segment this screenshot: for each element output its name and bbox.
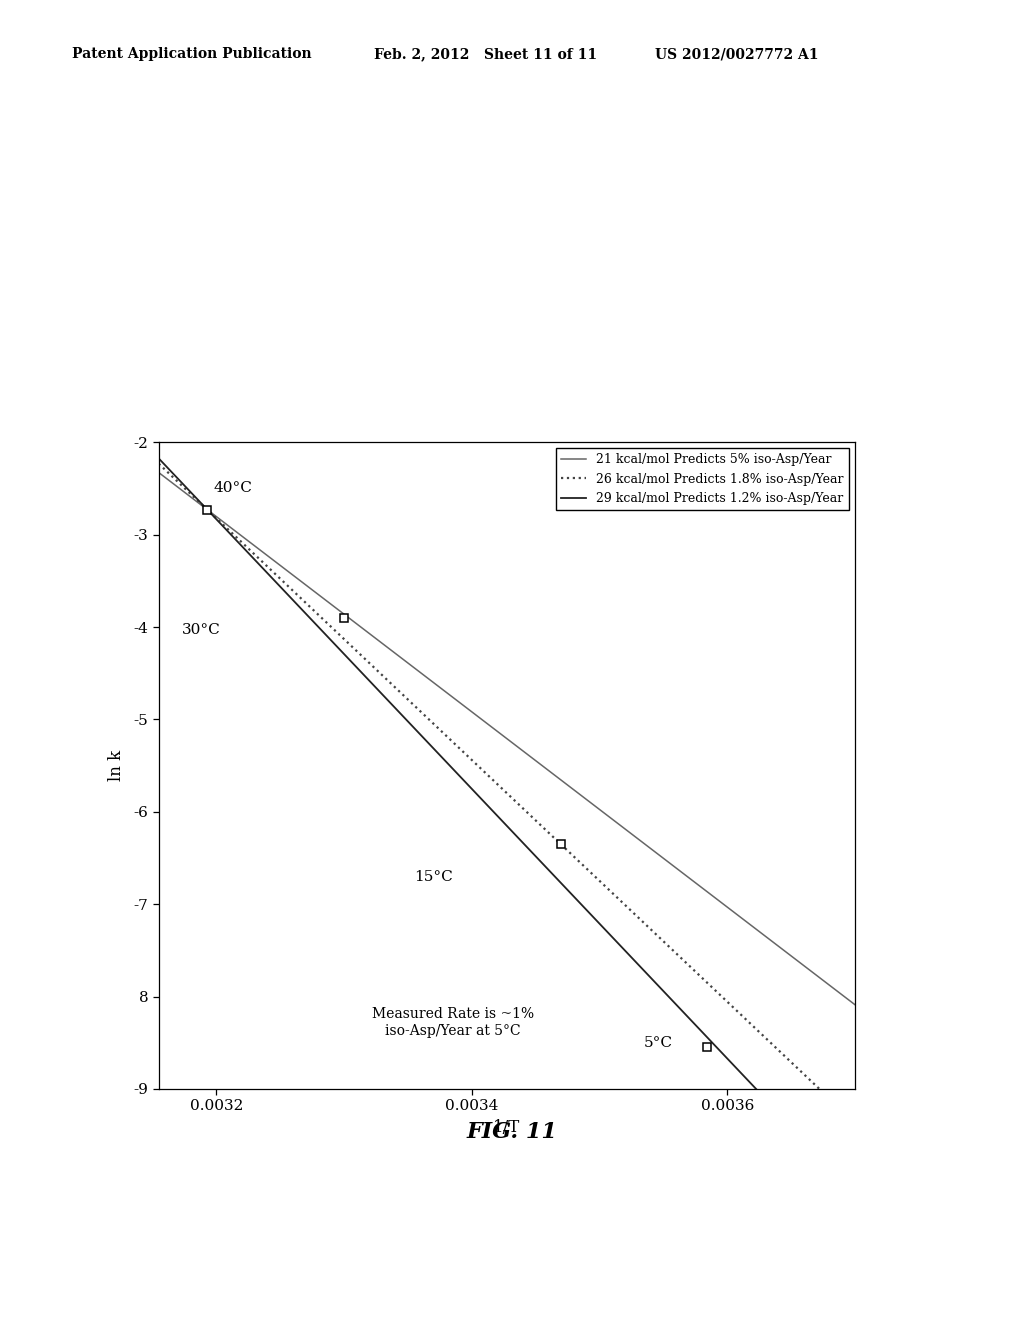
Text: Feb. 2, 2012   Sheet 11 of 11: Feb. 2, 2012 Sheet 11 of 11: [374, 48, 597, 61]
Text: US 2012/0027772 A1: US 2012/0027772 A1: [655, 48, 819, 61]
X-axis label: 1/T: 1/T: [494, 1119, 520, 1137]
Text: Patent Application Publication: Patent Application Publication: [72, 48, 311, 61]
Text: 5°C: 5°C: [644, 1036, 673, 1051]
Text: Measured Rate is ~1%
iso-Asp/Year at 5°C: Measured Rate is ~1% iso-Asp/Year at 5°C: [372, 1007, 534, 1038]
Text: 40°C: 40°C: [214, 480, 253, 495]
Text: 30°C: 30°C: [181, 623, 220, 638]
Legend: 21 kcal/mol Predicts 5% iso-Asp/Year, 26 kcal/mol Predicts 1.8% iso-Asp/Year, 29: 21 kcal/mol Predicts 5% iso-Asp/Year, 26…: [556, 449, 849, 510]
Text: FIG. 11: FIG. 11: [467, 1121, 557, 1143]
Y-axis label: ln k: ln k: [109, 750, 125, 781]
Text: 15°C: 15°C: [415, 870, 453, 884]
